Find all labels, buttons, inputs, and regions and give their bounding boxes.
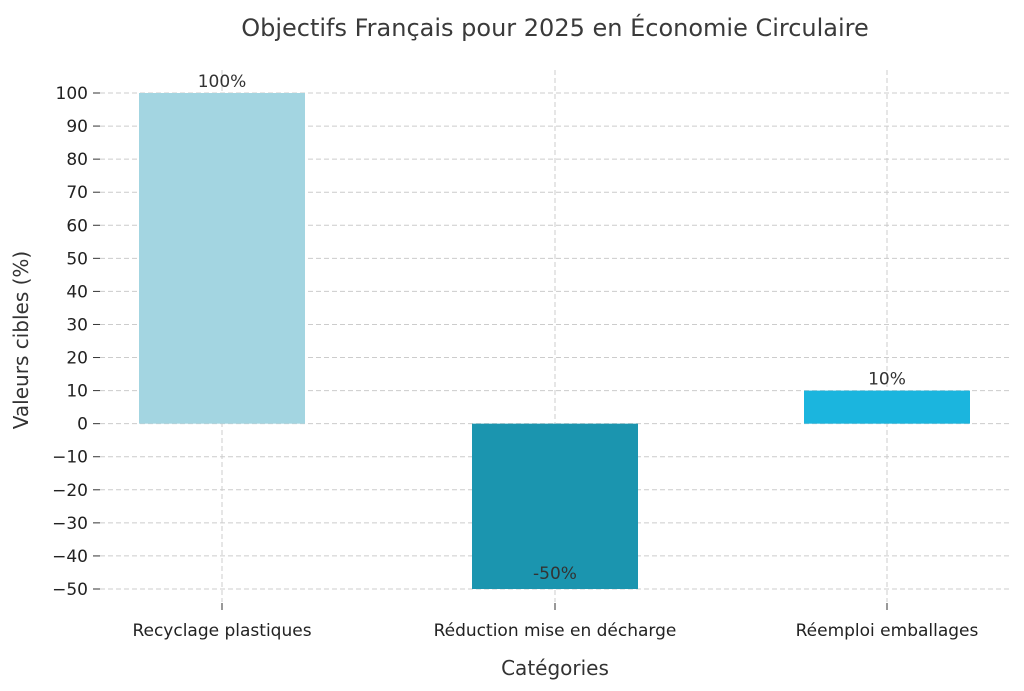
x-tick-label: Réemploi emballages xyxy=(796,621,979,641)
y-tick-label: 0 xyxy=(77,415,88,435)
data-label: -50% xyxy=(533,564,577,584)
y-tick-label: 100 xyxy=(56,84,88,104)
chart-title: Objectifs Français pour 2025 en Économie… xyxy=(241,13,869,42)
y-tick-label: 80 xyxy=(66,150,88,170)
bar xyxy=(804,390,970,424)
x-tick-label: Réduction mise en décharge xyxy=(434,621,677,641)
y-tick-label: −30 xyxy=(52,514,88,534)
y-tick-label: −40 xyxy=(52,547,88,567)
y-tick-label: 50 xyxy=(66,249,88,269)
y-axis-label: Valeurs cibles (%) xyxy=(9,251,33,429)
x-tick-label: Recyclage plastiques xyxy=(132,621,311,641)
y-tick-label: −10 xyxy=(52,448,88,468)
y-tick-label: 70 xyxy=(66,183,88,203)
y-tick-label: 40 xyxy=(66,282,88,302)
bar xyxy=(472,423,638,589)
y-tick-label: −20 xyxy=(52,481,88,501)
y-tick-label: 30 xyxy=(66,315,88,335)
bar xyxy=(139,93,305,424)
y-tick-label: 10 xyxy=(66,382,88,402)
y-tick-label: 90 xyxy=(66,117,88,137)
data-label: 10% xyxy=(868,370,906,390)
y-tick-label: 60 xyxy=(66,216,88,236)
x-axis-ticks: Recyclage plastiques Réduction mise en dé… xyxy=(132,603,979,641)
bars-layer xyxy=(139,93,970,589)
y-tick-label: −50 xyxy=(52,580,88,600)
data-labels-layer: 100% -50% 10% xyxy=(198,72,906,584)
y-tick-label: 20 xyxy=(66,349,88,369)
data-label: 100% xyxy=(198,72,247,92)
x-axis-label: Catégories xyxy=(501,656,609,680)
